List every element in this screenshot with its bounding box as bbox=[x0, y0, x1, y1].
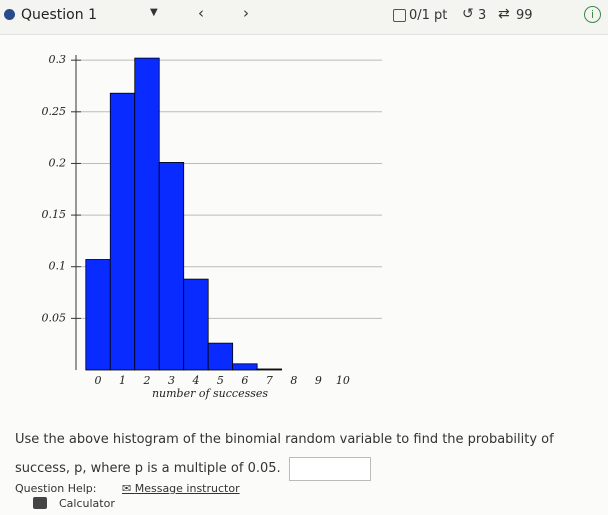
status-dot bbox=[4, 9, 15, 20]
dropdown[interactable]: ▼ bbox=[150, 7, 158, 18]
y-tick-label: 0.2 bbox=[49, 156, 67, 169]
x-tick-label: 6 bbox=[241, 374, 248, 387]
bar bbox=[158, 162, 185, 371]
x-axis-label: number of successes bbox=[152, 387, 268, 400]
answer-input[interactable] bbox=[288, 456, 371, 481]
y-tick-label: 0.05 bbox=[42, 311, 67, 324]
x-tick-label: 5 bbox=[217, 374, 224, 387]
bar bbox=[207, 342, 234, 371]
histogram: number of successes 0.05 0.1 0.15 0.2 0.25 0.… bbox=[42, 53, 382, 400]
points-icon bbox=[393, 9, 406, 22]
bar bbox=[232, 363, 258, 371]
x-tick-label: 8 bbox=[290, 374, 297, 387]
attempts-icon: ⇄ bbox=[498, 6, 510, 22]
bar bbox=[183, 278, 209, 371]
prev-button[interactable]: ‹ bbox=[198, 4, 204, 22]
message-text[interactable]: Message instructor bbox=[134, 482, 240, 495]
y-tick-label: 0.3 bbox=[49, 53, 67, 66]
bar bbox=[134, 57, 160, 371]
mail-icon: ✉ bbox=[122, 482, 135, 495]
question-text: Use the above histogram of the binomial … bbox=[15, 432, 554, 476]
x-tick-label: 2 bbox=[142, 374, 150, 387]
bar bbox=[109, 92, 136, 371]
x-tick-label: 10 bbox=[336, 374, 350, 387]
x-tick-label: 1 bbox=[119, 374, 126, 387]
x-tick-label: 0 bbox=[95, 374, 102, 387]
help-label: Question Help: bbox=[15, 482, 97, 495]
points: 0/1 pt bbox=[409, 8, 448, 23]
x-tick-label: 3 bbox=[168, 374, 175, 387]
y-tick-label: 0.15 bbox=[42, 208, 67, 221]
question-title: Question 1 bbox=[21, 7, 97, 23]
message-link[interactable]: ✉ Message instructor bbox=[122, 482, 240, 495]
y-tick-label: 0.25 bbox=[42, 105, 67, 118]
question-body: Use the above histogram of the binomial … bbox=[15, 425, 600, 483]
bar bbox=[256, 368, 283, 371]
next-button[interactable]: › bbox=[243, 4, 249, 22]
attempts: 99 bbox=[516, 8, 533, 23]
y-tick-label: 0.1 bbox=[49, 260, 67, 273]
retries: 3 bbox=[478, 8, 487, 23]
calc-icon bbox=[33, 497, 47, 509]
calculator-link[interactable]: Calculator bbox=[59, 497, 115, 510]
info-icon[interactable]: i bbox=[584, 6, 601, 23]
retry-icon: ↺ bbox=[462, 6, 474, 22]
bar bbox=[85, 259, 111, 371]
x-tick-label: 4 bbox=[191, 374, 199, 387]
header-bar: Question 1 ▼ ‹ › 0/1 pt ↺ 3 ⇄ 99 i bbox=[0, 0, 608, 35]
x-tick-label: 9 bbox=[315, 374, 322, 387]
x-tick-label: 7 bbox=[266, 374, 273, 387]
